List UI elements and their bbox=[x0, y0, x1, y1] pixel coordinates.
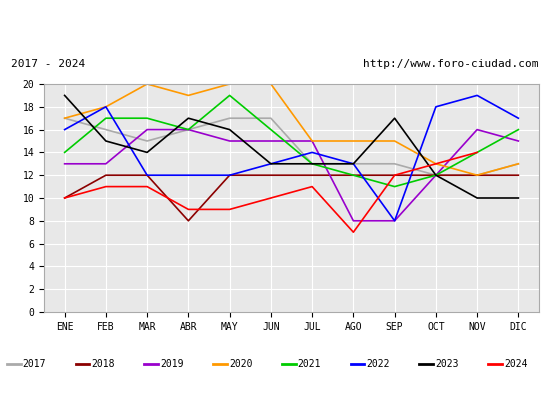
Text: 2020: 2020 bbox=[229, 359, 252, 369]
Text: Evolucion del paro registrado en Belver de los Montes: Evolucion del paro registrado en Belver … bbox=[33, 16, 517, 32]
Text: 2017 - 2024: 2017 - 2024 bbox=[11, 59, 85, 69]
Text: 2021: 2021 bbox=[298, 359, 321, 369]
Text: 2017: 2017 bbox=[23, 359, 46, 369]
Text: http://www.foro-ciudad.com: http://www.foro-ciudad.com bbox=[364, 59, 539, 69]
Text: 2023: 2023 bbox=[435, 359, 459, 369]
Text: 2019: 2019 bbox=[160, 359, 184, 369]
Text: 2022: 2022 bbox=[366, 359, 390, 369]
Text: 2018: 2018 bbox=[91, 359, 115, 369]
Text: 2024: 2024 bbox=[504, 359, 527, 369]
